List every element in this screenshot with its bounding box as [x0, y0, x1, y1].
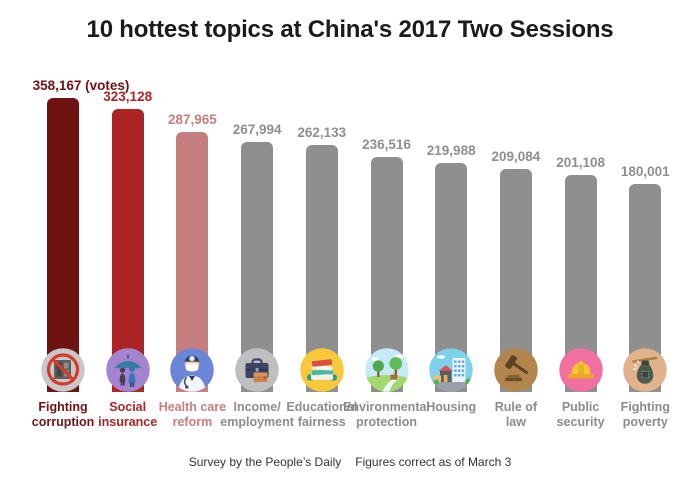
category-label: Health care reform [132, 400, 252, 430]
category-label-line: reform [172, 415, 213, 429]
chart-title: 10 hottest topics at China's 2017 Two Se… [86, 16, 614, 43]
buildings-icon [429, 348, 473, 392]
category-label-line: security [556, 415, 605, 429]
value-label: 323,128 [103, 89, 153, 104]
category-label: Housing [391, 400, 511, 415]
category-label: Rule of law [456, 400, 576, 430]
category-label: Public security [521, 400, 641, 430]
category-label-line: Social [109, 400, 147, 414]
category-label-line: Health care [158, 400, 227, 414]
category-label-line: corruption [31, 415, 95, 429]
insurance-umbrella-icon [105, 348, 150, 392]
value-label: 201,108 [556, 155, 605, 170]
category-label-line: Educational [286, 400, 358, 414]
category-label-line: Fighting [620, 400, 670, 414]
category-label: Fighting poverty [585, 400, 700, 430]
category-label-line: Income/ [233, 400, 281, 414]
value-label: 287,965 [167, 112, 217, 127]
value-label: 209,084 [491, 149, 541, 164]
category-label-line: Housing [426, 400, 477, 414]
gavel-icon [494, 348, 538, 392]
value-label: 358,167 (votes) [32, 78, 130, 93]
value-label: 262,133 [297, 125, 347, 140]
value-label: 236,516 [362, 137, 411, 152]
category-label: Income/employment [197, 400, 317, 430]
trees-park-icon [364, 348, 409, 392]
no-corruption-icon [41, 348, 85, 392]
books-stack-icon [299, 348, 344, 392]
category-label: Educational fairness [262, 400, 382, 430]
category-label-line: insurance [98, 415, 158, 429]
category-label-line: Fighting [38, 400, 88, 414]
money-sack-icon [623, 348, 668, 392]
category-label-line: law [505, 415, 526, 429]
category-label: Environmental protection [327, 400, 447, 430]
category-label-line: protection [355, 415, 418, 429]
category-label-line: Environmental [343, 400, 430, 414]
category-label-line: Rule of [494, 400, 538, 414]
category-label-line: poverty [622, 415, 668, 429]
bar [111, 109, 144, 392]
briefcase-wallet-icon [235, 348, 279, 392]
footer: Survey by the People’s Daily Figures corr… [0, 455, 700, 469]
value-label: 267,994 [232, 122, 282, 137]
value-label: 219,988 [426, 143, 476, 158]
doctor-icon [170, 348, 215, 392]
footer-note: Figures correct as of March 3 [355, 455, 512, 469]
category-label-line: employment [220, 415, 294, 429]
footer-source: Survey by the People’s Daily [188, 455, 342, 469]
category-label-line: fairness [297, 415, 346, 429]
category-label-line: Public [561, 400, 600, 414]
hard-hat-icon [558, 348, 603, 392]
category-label: Social insurance [68, 400, 188, 430]
value-label: 180,001 [620, 164, 670, 179]
bar [47, 98, 79, 392]
category-label: Fighting corruption [3, 400, 123, 430]
